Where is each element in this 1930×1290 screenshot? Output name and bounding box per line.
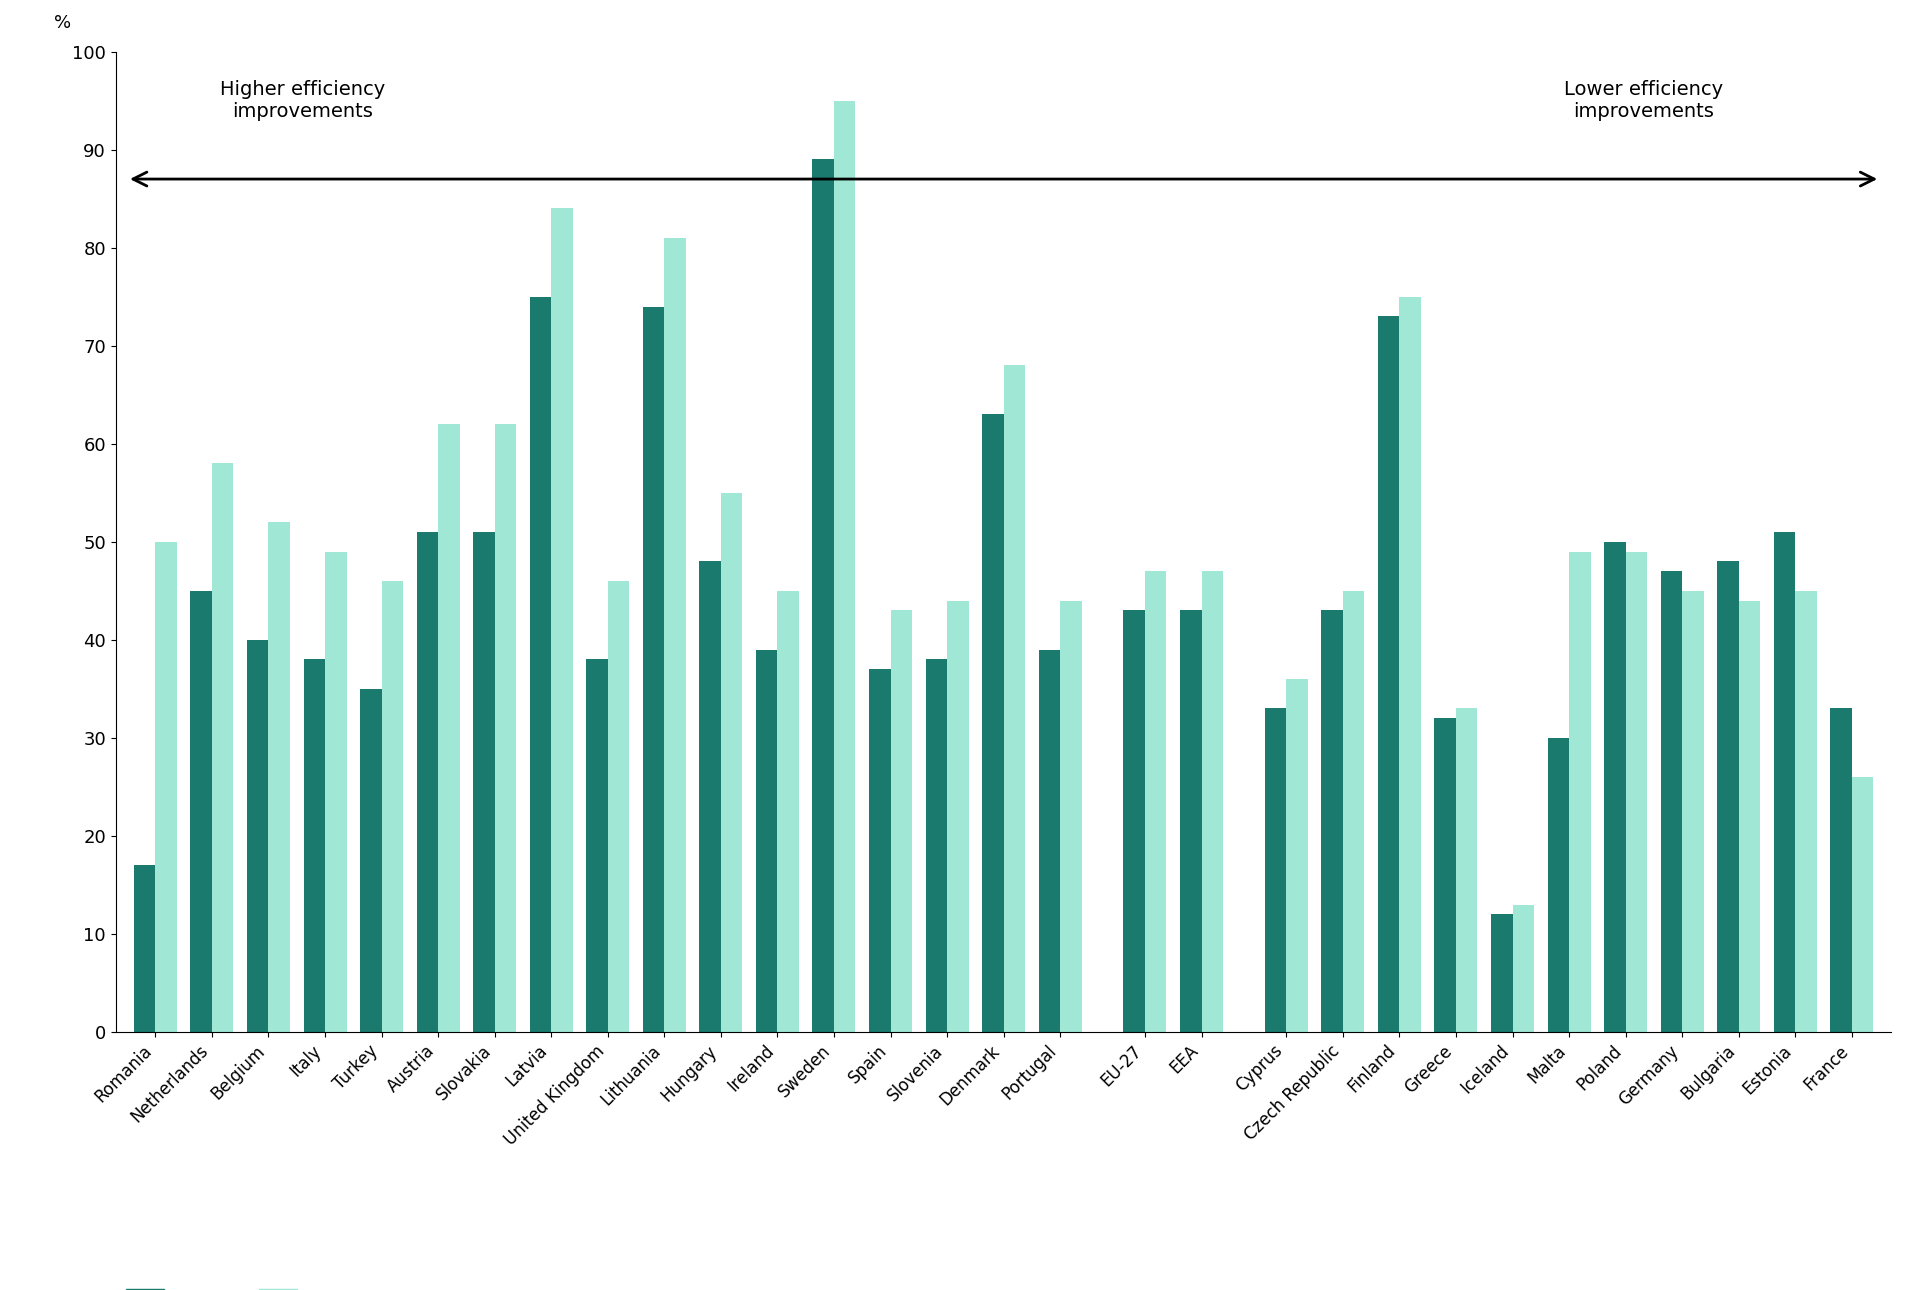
Bar (1513, 904, 1534, 1032)
Bar (1004, 365, 1025, 1032)
Bar (1625, 552, 1646, 1032)
Bar (1322, 610, 1343, 1032)
Text: Lower efficiency
improvements: Lower efficiency improvements (1563, 80, 1723, 121)
Bar (1038, 650, 1060, 1032)
Bar (1264, 708, 1285, 1032)
Bar (1569, 552, 1590, 1032)
Bar (324, 552, 347, 1032)
Bar (1285, 679, 1309, 1032)
Bar (982, 414, 1004, 1032)
Bar (722, 493, 743, 1032)
Bar (473, 531, 494, 1032)
Bar (1718, 561, 1739, 1032)
Bar (1399, 297, 1420, 1032)
Bar (1144, 571, 1166, 1032)
Bar (133, 866, 156, 1032)
Bar (303, 659, 324, 1032)
Bar (417, 531, 438, 1032)
Bar (1455, 708, 1478, 1032)
Bar (868, 670, 890, 1032)
Bar (1851, 777, 1874, 1032)
Bar (156, 542, 178, 1032)
Bar (699, 561, 722, 1032)
Bar (1660, 571, 1683, 1032)
Bar (1683, 591, 1704, 1032)
Bar (664, 237, 685, 1032)
Bar (268, 522, 290, 1032)
Bar (1604, 542, 1625, 1032)
Bar (361, 689, 382, 1032)
Bar (1179, 610, 1202, 1032)
Bar (1123, 610, 1144, 1032)
Bar (778, 591, 799, 1032)
Bar (1492, 915, 1513, 1032)
Bar (1739, 601, 1760, 1032)
Bar (382, 580, 403, 1032)
Bar (212, 463, 234, 1032)
Bar (757, 650, 778, 1032)
Bar (834, 101, 855, 1032)
Bar (587, 659, 608, 1032)
Bar (1548, 738, 1569, 1032)
Bar (926, 659, 948, 1032)
Bar (438, 424, 459, 1032)
Text: Higher efficiency
improvements: Higher efficiency improvements (220, 80, 384, 121)
Bar (1060, 601, 1081, 1032)
Bar (191, 591, 212, 1032)
Bar (890, 610, 913, 1032)
Bar (552, 209, 573, 1032)
Bar (1774, 531, 1795, 1032)
Bar (1830, 708, 1851, 1032)
Bar (494, 424, 515, 1032)
Bar (529, 297, 552, 1032)
Bar (643, 307, 664, 1032)
Bar (608, 580, 629, 1032)
Bar (247, 640, 268, 1032)
Bar (1795, 591, 1816, 1032)
Bar (1434, 719, 1455, 1032)
Bar (1202, 571, 1224, 1032)
Bar (1378, 316, 1399, 1032)
Bar (813, 160, 834, 1032)
Text: %: % (54, 14, 71, 32)
Bar (1343, 591, 1365, 1032)
Bar (948, 601, 969, 1032)
